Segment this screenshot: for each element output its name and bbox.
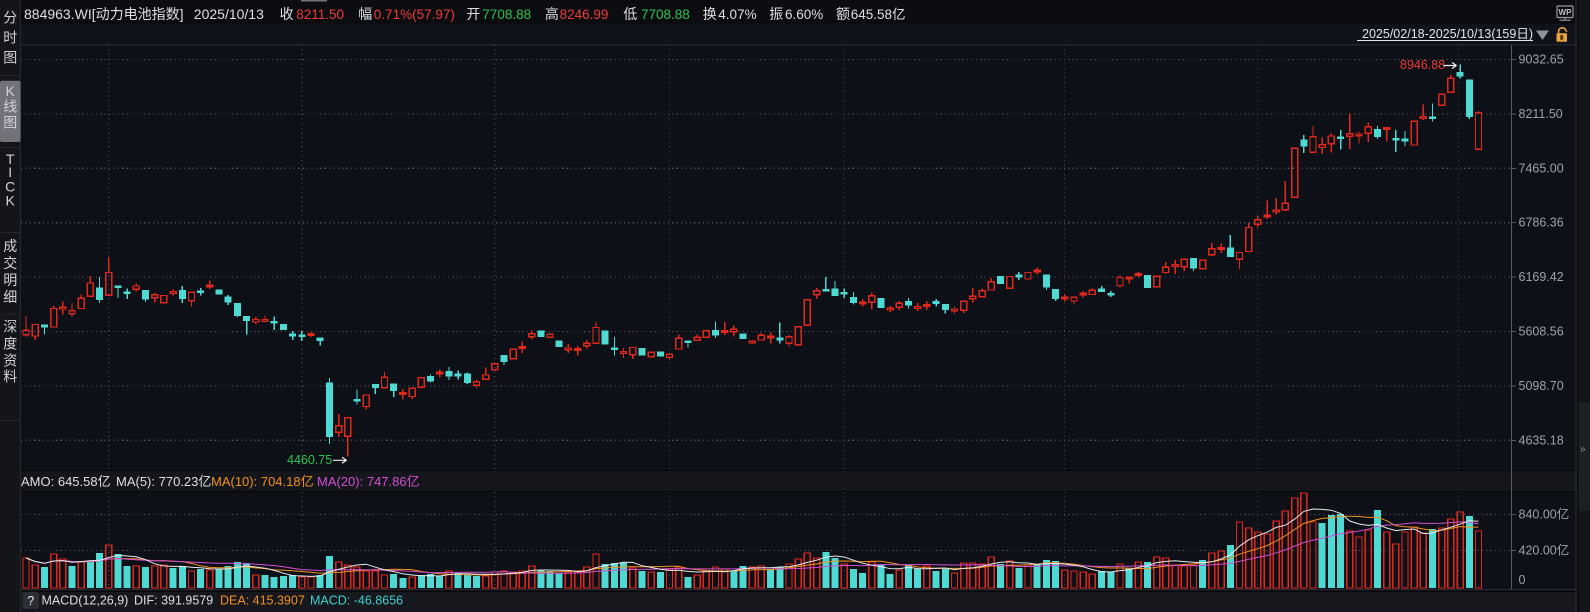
svg-text:6.60%: 6.60%: [785, 7, 823, 22]
svg-text:资: 资: [3, 353, 17, 369]
svg-text:»: »: [1580, 444, 1586, 455]
svg-text:5098.70: 5098.70: [1519, 379, 1564, 393]
svg-text:9032.65: 9032.65: [1519, 53, 1564, 67]
svg-text:度: 度: [3, 336, 17, 352]
svg-text:6169.42: 6169.42: [1519, 270, 1564, 284]
svg-text:4.07%: 4.07%: [718, 7, 756, 22]
svg-text:T: T: [6, 151, 15, 167]
svg-text:645.58亿: 645.58亿: [851, 7, 906, 22]
svg-text:图: 图: [3, 50, 17, 66]
svg-text:7708.88: 7708.88: [482, 7, 531, 22]
svg-text:分: 分: [3, 10, 17, 26]
svg-text:成: 成: [3, 238, 17, 254]
svg-text:MA(5): 770.23亿: MA(5): 770.23亿: [116, 474, 211, 489]
svg-text:7465.00: 7465.00: [1519, 161, 1564, 175]
svg-text:5608.56: 5608.56: [1519, 325, 1564, 339]
svg-text:低: 低: [623, 6, 637, 22]
svg-text:?: ?: [27, 594, 34, 608]
svg-text:6786.36: 6786.36: [1519, 216, 1564, 230]
svg-text:DEA: 415.3907: DEA: 415.3907: [220, 593, 305, 607]
svg-text:840.00亿: 840.00亿: [1519, 506, 1570, 521]
svg-text:图: 图: [3, 115, 17, 131]
svg-text:MACD: -46.8656: MACD: -46.8656: [310, 593, 403, 607]
svg-text:I: I: [8, 164, 12, 180]
svg-text:线: 线: [3, 99, 17, 115]
svg-text:幅: 幅: [358, 6, 372, 22]
svg-text:MA(20): 747.86亿: MA(20): 747.86亿: [317, 474, 420, 489]
svg-text:WP: WP: [1559, 8, 1573, 17]
svg-text:深: 深: [3, 319, 17, 335]
svg-text:交: 交: [3, 255, 17, 271]
svg-text:K: K: [6, 83, 16, 99]
svg-text:振: 振: [769, 6, 783, 22]
svg-text:C: C: [5, 179, 15, 195]
svg-text:2025/02/18-2025/10/13(159日): 2025/02/18-2025/10/13(159日): [1362, 27, 1533, 41]
svg-text:0: 0: [1519, 573, 1526, 587]
svg-text:AMO: 645.58亿: AMO: 645.58亿: [21, 474, 111, 489]
svg-text:7708.88: 7708.88: [641, 7, 690, 22]
svg-text:明: 明: [3, 272, 17, 288]
svg-text:4635.18: 4635.18: [1519, 433, 1564, 447]
svg-text:8946.88: 8946.88: [1400, 58, 1445, 72]
svg-text:开: 开: [466, 6, 480, 22]
svg-text:时: 时: [3, 30, 17, 46]
svg-text:DIF: 391.9579: DIF: 391.9579: [134, 593, 213, 607]
svg-text:MA(10): 704.18亿: MA(10): 704.18亿: [211, 474, 314, 489]
svg-text:8246.99: 8246.99: [560, 7, 609, 22]
svg-text:K: K: [6, 192, 16, 208]
svg-text:MACD(12,26,9): MACD(12,26,9): [42, 593, 129, 607]
svg-text:收: 收: [280, 6, 294, 22]
svg-text:8211.50: 8211.50: [1519, 107, 1563, 121]
svg-text:8211.50: 8211.50: [296, 7, 344, 22]
svg-text:料: 料: [3, 369, 17, 385]
svg-text:884963.WI[动力电池指数]: 884963.WI[动力电池指数]: [24, 6, 184, 22]
svg-text:420.00亿: 420.00亿: [1519, 542, 1570, 557]
svg-text:2025/10/13: 2025/10/13: [194, 6, 264, 22]
svg-text:高: 高: [545, 6, 559, 22]
svg-text:4460.75: 4460.75: [287, 453, 332, 467]
svg-text:0.71%(57.97): 0.71%(57.97): [374, 7, 455, 22]
svg-text:额: 额: [836, 6, 850, 22]
svg-text:换: 换: [703, 6, 717, 22]
svg-text:细: 细: [3, 289, 17, 305]
